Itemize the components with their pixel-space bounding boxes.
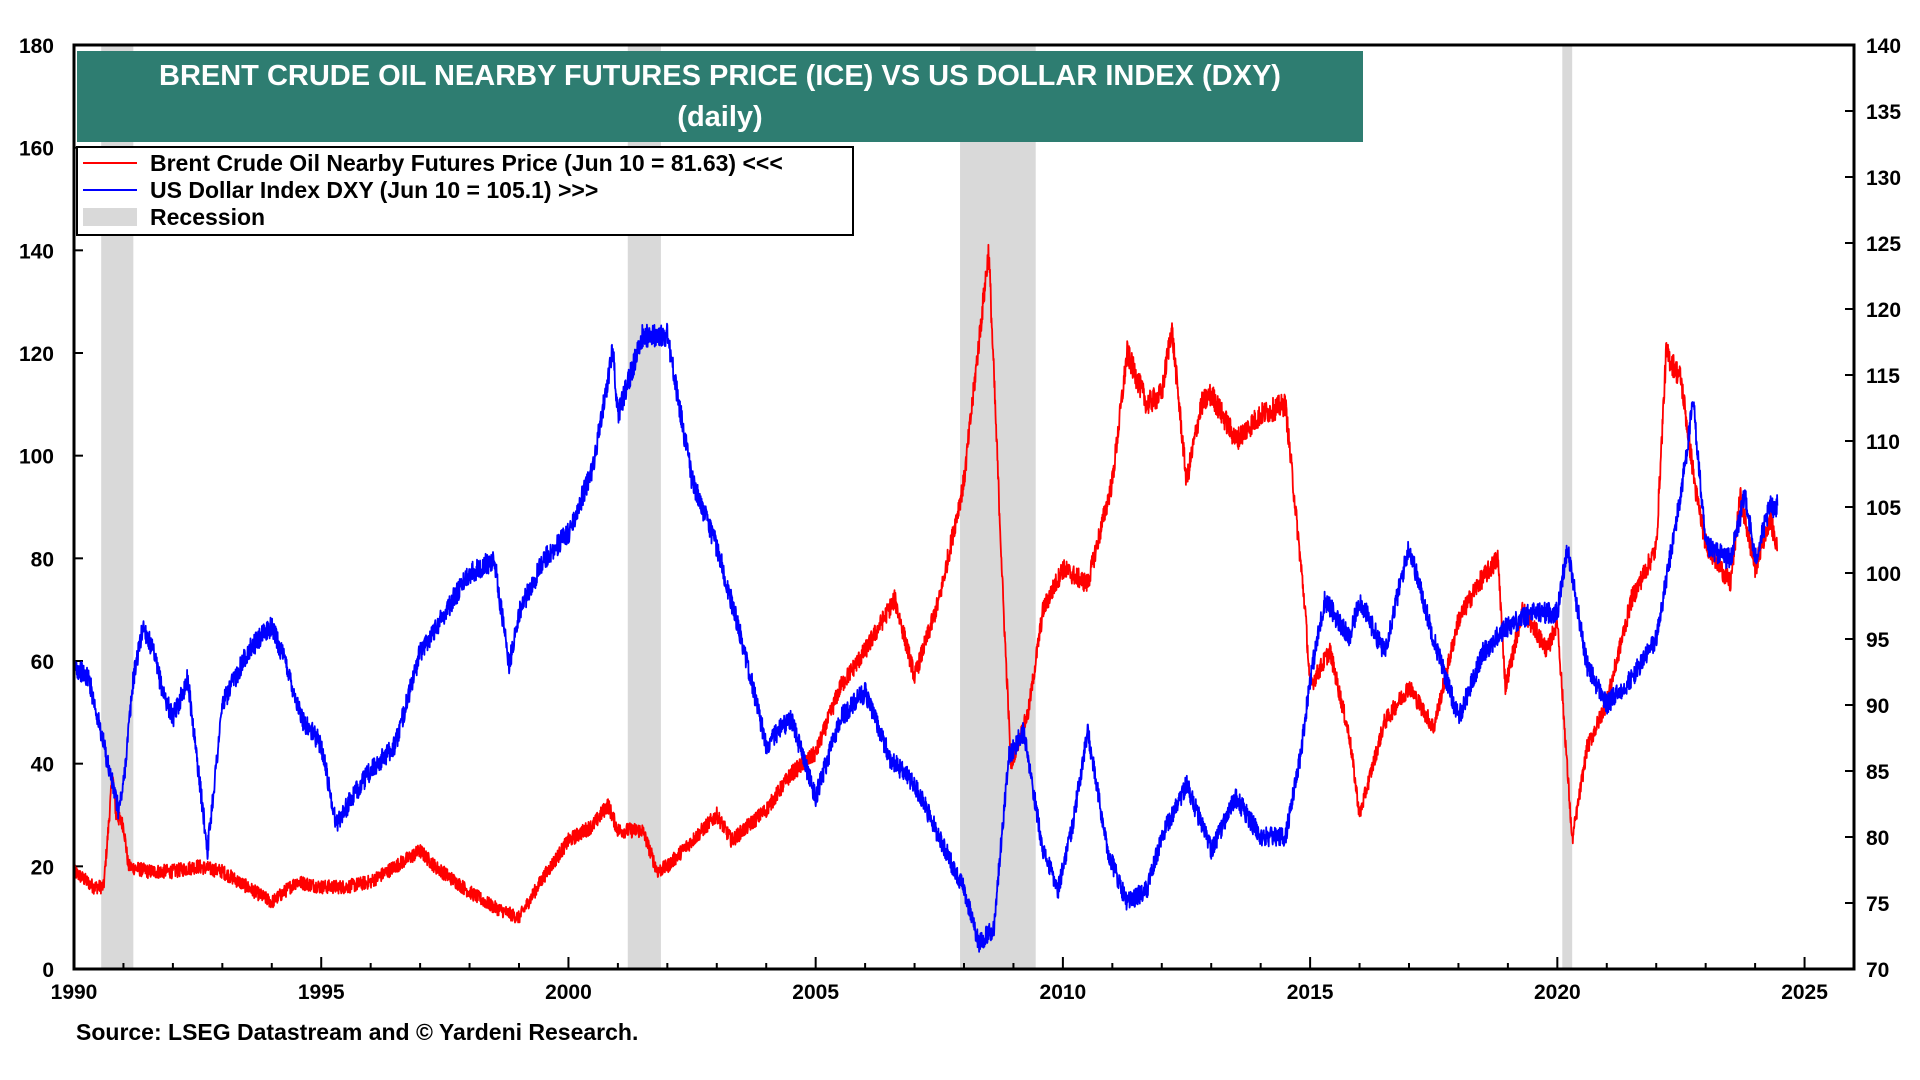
title-box: BRENT CRUDE OIL NEARBY FUTURES PRICE (IC… [77,51,1363,142]
chart-title: BRENT CRUDE OIL NEARBY FUTURES PRICE (IC… [159,60,1281,92]
x-tick-label: 2020 [1534,981,1581,1004]
right-tick-label: 120 [1866,299,1901,322]
left-tick-label: 80 [31,548,54,571]
left-tick-label: 140 [19,240,54,263]
plot-frame [72,43,1856,971]
legend: Brent Crude Oil Nearby Futures Price (Ju… [76,146,854,236]
left-tick-label: 100 [19,446,54,469]
x-tick-label: 2015 [1287,981,1334,1004]
legend-label-brent: Brent Crude Oil Nearby Futures Price (Ju… [150,150,783,176]
right-tick-label: 70 [1866,959,1889,982]
left-tick-label: 180 [19,35,54,58]
legend-frame [76,146,854,236]
x-tick-label: 1995 [298,981,345,1004]
left-tick-label: 60 [31,651,54,674]
legend-swatch-recession [83,208,137,226]
right-tick-label: 110 [1866,431,1900,454]
left-tick-label: 120 [19,343,54,366]
left-tick-label: 40 [31,754,54,777]
x-axis-tick-labels: 1990 1995 2000 2005 2010 2015 2020 2025 [51,981,1829,1004]
right-tick-label: 100 [1866,563,1901,586]
right-tick-label: 135 [1866,101,1901,124]
x-tick-label: 2000 [545,981,592,1004]
left-tick-label: 20 [31,856,54,879]
right-tick-label: 125 [1866,233,1901,256]
title-background [77,51,1363,142]
right-tick-label: 85 [1866,761,1890,784]
source-note: Source: LSEG Datastream and © Yardeni Re… [76,1019,638,1045]
recession-band-3 [1562,45,1573,969]
chart-subtitle: (daily) [677,101,762,133]
right-tick-label: 140 [1866,35,1901,58]
right-tick-label: 115 [1866,365,1900,388]
recession-band-2 [960,45,1036,969]
x-tick-label: 2010 [1040,981,1087,1004]
right-tick-label: 75 [1866,893,1890,916]
x-tick-label: 2025 [1781,981,1828,1004]
legend-label-dxy: US Dollar Index DXY (Jun 10 = 105.1) >>> [150,177,598,203]
x-tick-label: 1990 [51,981,98,1004]
left-tick-label: 160 [19,138,54,161]
right-tick-label: 80 [1866,827,1889,850]
x-tick-label: 2005 [792,981,839,1004]
right-tick-label: 95 [1866,629,1890,652]
dxy-series-line [73,322,1779,953]
legend-label-recession: Recession [150,204,265,230]
right-tick-label: 105 [1866,497,1901,520]
right-tick-label: 90 [1866,695,1889,718]
right-axis-tick-labels: 70 75 80 85 90 95 100 105 110 115 120 125 130 135 140 [1866,35,1901,982]
brent-series-line [73,243,1779,924]
left-axis-tick-labels: 0 20 40 60 80 100 120 140 160 180 [19,35,54,982]
left-tick-label: 0 [42,959,54,982]
right-tick-label: 130 [1866,167,1901,190]
series-lines [73,243,1779,953]
